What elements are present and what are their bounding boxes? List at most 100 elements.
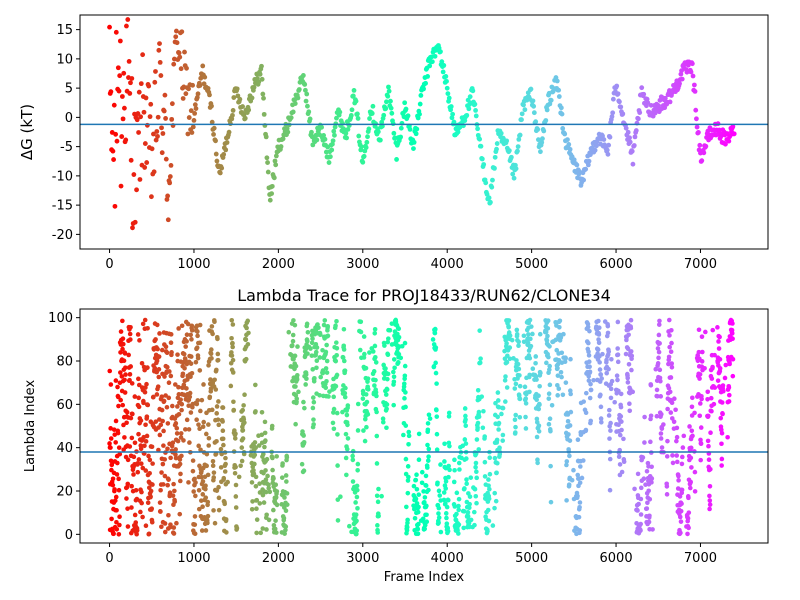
data-point xyxy=(464,456,469,461)
data-point xyxy=(303,372,309,377)
data-point xyxy=(220,428,226,434)
bottom-panel-lambda: Lambda Trace for PROJ18433/RUN62/CLONE34… xyxy=(23,286,769,585)
data-point xyxy=(547,363,552,369)
data-point xyxy=(638,485,644,491)
data-point xyxy=(119,134,125,139)
data-point xyxy=(301,468,307,474)
data-point xyxy=(350,457,356,463)
data-point xyxy=(515,144,521,149)
data-point xyxy=(391,374,397,380)
data-point xyxy=(696,129,701,135)
data-point xyxy=(211,125,217,131)
data-point xyxy=(579,475,585,481)
data-point xyxy=(150,482,155,487)
data-point xyxy=(375,499,381,505)
data-point xyxy=(698,425,704,430)
data-point xyxy=(189,337,194,342)
data-point xyxy=(625,375,630,381)
data-point xyxy=(107,368,113,374)
data-point xyxy=(120,341,126,347)
data-point xyxy=(708,430,713,436)
data-point xyxy=(432,326,438,332)
data-point xyxy=(197,368,203,373)
data-point xyxy=(686,495,691,501)
data-point xyxy=(211,470,217,475)
data-point xyxy=(164,404,170,410)
data-point xyxy=(273,482,279,488)
data-point xyxy=(654,413,660,419)
data-point xyxy=(512,386,518,391)
data-point xyxy=(144,414,150,419)
data-point xyxy=(546,391,552,397)
data-point xyxy=(365,387,371,392)
data-point xyxy=(311,417,316,422)
data-point xyxy=(127,372,133,377)
data-point xyxy=(203,486,208,492)
data-point xyxy=(344,412,350,418)
data-point xyxy=(688,69,694,75)
data-point xyxy=(441,63,447,68)
data-point xyxy=(443,511,449,516)
data-point xyxy=(403,404,408,410)
data-point xyxy=(473,493,479,499)
data-point xyxy=(658,394,664,399)
data-point xyxy=(145,402,151,408)
data-point xyxy=(434,447,440,453)
data-point xyxy=(536,429,542,434)
data-point xyxy=(305,103,310,109)
data-point xyxy=(494,437,500,443)
x-tick-label: 6000 xyxy=(600,551,633,566)
data-point xyxy=(629,353,635,359)
data-point xyxy=(231,95,237,100)
data-point xyxy=(686,510,692,515)
data-point xyxy=(162,521,168,526)
data-point xyxy=(431,364,437,369)
data-point xyxy=(480,425,486,431)
data-point xyxy=(174,425,180,431)
data-point xyxy=(452,467,457,473)
data-point xyxy=(708,395,714,401)
data-point xyxy=(130,411,135,417)
data-point xyxy=(371,369,377,374)
data-point xyxy=(170,403,175,409)
data-point xyxy=(405,113,411,119)
data-point xyxy=(185,377,190,382)
data-point xyxy=(136,395,142,401)
data-point xyxy=(304,91,310,97)
data-point xyxy=(558,105,564,111)
data-point xyxy=(162,473,168,479)
data-point xyxy=(145,325,150,331)
data-point xyxy=(567,438,573,443)
data-point xyxy=(322,136,328,142)
data-point xyxy=(132,512,138,518)
data-point xyxy=(123,365,128,370)
data-point xyxy=(373,360,379,365)
data-point xyxy=(386,84,391,90)
data-point xyxy=(396,326,402,332)
data-point xyxy=(700,349,705,355)
data-point xyxy=(475,425,480,431)
data-point xyxy=(365,134,370,140)
data-point xyxy=(426,487,431,493)
data-point xyxy=(120,336,126,341)
data-point xyxy=(716,339,721,344)
data-point xyxy=(434,414,440,419)
data-point xyxy=(230,340,235,346)
data-point xyxy=(115,430,121,436)
data-point xyxy=(517,132,523,138)
data-point xyxy=(324,370,330,375)
data-point xyxy=(117,38,123,44)
data-point xyxy=(135,469,141,475)
data-point xyxy=(471,509,477,515)
data-point xyxy=(668,410,674,415)
data-point xyxy=(384,425,389,431)
data-point xyxy=(560,126,566,131)
data-point xyxy=(366,126,372,132)
data-point xyxy=(620,111,626,117)
data-point xyxy=(443,74,449,79)
data-point xyxy=(212,319,217,325)
data-point xyxy=(263,489,269,495)
data-point xyxy=(197,340,203,346)
y-tick-label: 40 xyxy=(56,441,73,456)
data-point xyxy=(373,354,378,360)
